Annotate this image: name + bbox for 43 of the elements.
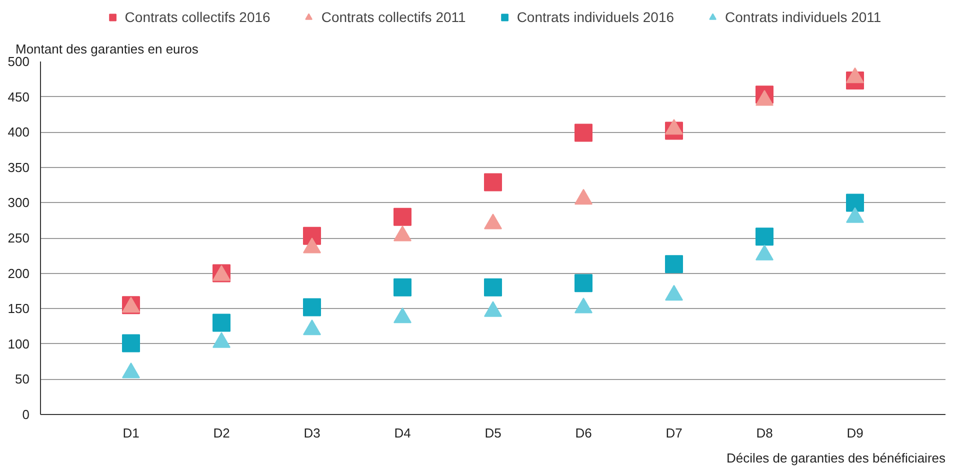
point xyxy=(665,284,683,301)
point xyxy=(212,332,230,348)
y-tick-label: 150 xyxy=(8,301,30,316)
legend-label: Contrats individuels 2016 xyxy=(516,9,674,25)
point xyxy=(394,307,412,324)
y-tick-label: 100 xyxy=(8,336,30,352)
legend-label: Contrats collectifs 2016 xyxy=(124,9,270,25)
y-tick-label: 350 xyxy=(8,160,30,175)
point xyxy=(122,362,140,378)
point xyxy=(574,298,592,314)
y-tick-label: 250 xyxy=(8,230,30,246)
y-tick-label: 200 xyxy=(8,266,30,281)
point xyxy=(574,188,592,205)
y-tick-label: 400 xyxy=(8,124,30,140)
legend-label: Contrats collectifs 2011 xyxy=(321,9,466,25)
point xyxy=(484,301,502,317)
x-tick-label: D6 xyxy=(575,426,592,440)
y-axis-title: Montant des garanties en euros xyxy=(16,42,199,56)
x-tick-label: D5 xyxy=(484,426,502,440)
y-tick-label: 50 xyxy=(15,372,30,387)
y-tick-label: 500 xyxy=(8,54,30,69)
x-tick-label: D3 xyxy=(304,426,320,440)
point xyxy=(484,214,502,230)
x-tick-label: D1 xyxy=(122,426,140,440)
x-tick-label: D8 xyxy=(756,426,773,440)
x-tick-label: D2 xyxy=(213,426,230,440)
y-tick-label: 0 xyxy=(22,407,30,422)
y-tick-label: 450 xyxy=(8,89,30,104)
point xyxy=(303,319,321,336)
x-tick-label: D4 xyxy=(394,426,411,440)
legend-label: Contrats individuels 2011 xyxy=(725,9,882,25)
point xyxy=(394,226,412,242)
point xyxy=(574,124,592,142)
point xyxy=(484,173,502,192)
y-tick-label: 300 xyxy=(8,195,30,210)
x-axis-title: Déciles de garanties des bénéficiaires xyxy=(726,450,946,466)
point xyxy=(756,244,774,260)
x-tick-label: D7 xyxy=(666,426,682,440)
point xyxy=(303,238,321,254)
point xyxy=(394,208,412,226)
point xyxy=(846,194,864,212)
x-tick-label: D9 xyxy=(846,426,864,440)
point xyxy=(846,207,864,223)
